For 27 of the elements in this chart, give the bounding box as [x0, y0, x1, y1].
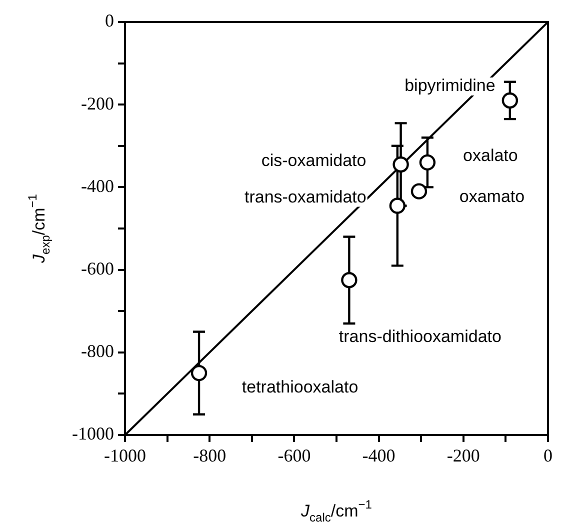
x-tick-label: -200: [446, 446, 480, 466]
y-tick-label: -200: [81, 93, 114, 114]
annotation: trans-dithiooxamidato: [338, 326, 502, 346]
y-tick-label: -400: [81, 176, 114, 196]
point: [502, 92, 518, 109]
x-tick-label: -800: [193, 446, 226, 466]
y-tick-label: 0: [105, 10, 114, 31]
y-tick-label: -600: [81, 258, 114, 279]
point: [190, 364, 208, 382]
point: [392, 156, 409, 173]
annotation: oxamato: [459, 187, 525, 206]
y-tick-label: -1000: [72, 424, 114, 444]
annotation: oxalato: [463, 146, 518, 166]
x-tick-label: -1000: [104, 446, 146, 466]
x-tick-label: 0: [544, 446, 552, 466]
y-axis-title: Jexp/cm−1: [26, 194, 52, 264]
x-tick-label: -400: [362, 446, 396, 466]
annotation: cis-oxamidato: [261, 151, 366, 170]
annotation: bipyrimidine: [404, 76, 496, 96]
annotation: tetrathiooxalato: [242, 378, 358, 397]
point: [341, 272, 358, 288]
x-tick-label: -600: [278, 446, 311, 466]
point: [389, 198, 406, 214]
y-tick-label: -800: [81, 341, 114, 362]
annotation: trans-oxamidato: [244, 187, 366, 206]
point: [419, 154, 436, 171]
point: [410, 183, 428, 200]
